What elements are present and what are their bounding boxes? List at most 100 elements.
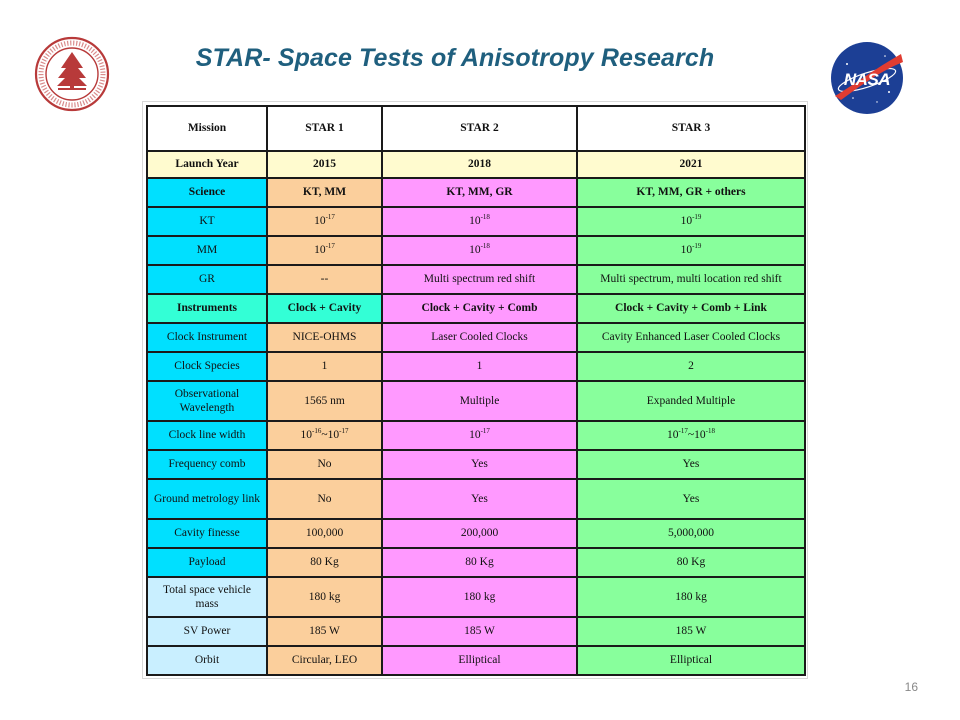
cell-star-3: 10-19 — [576, 206, 806, 237]
row-label: Launch Year — [146, 150, 268, 179]
cell-star-3: 10-19 — [576, 235, 806, 266]
cell-star-3: Elliptical — [576, 645, 806, 676]
table-row-ground-metrology-link: Ground metrology link No Yes Yes — [146, 478, 806, 520]
cell-star-1: 2015 — [266, 150, 383, 179]
row-label: Frequency comb — [146, 449, 268, 480]
cell-star-2: Laser Cooled Clocks — [381, 322, 578, 353]
value-range-exponent: -17 — [339, 427, 349, 436]
nasa-logo-wordmark: NASA — [844, 70, 890, 89]
cell-star-1: Clock + Cavity — [266, 293, 383, 324]
table-row-total-space-vehicle-mass: Total space vehicle mass 180 kg 180 kg 180 … — [146, 576, 806, 618]
value-base: 10 — [314, 215, 326, 228]
table-row-mission: Mission STAR 1 STAR 2 STAR 3 — [146, 105, 806, 152]
value-range-exponent: -18 — [705, 427, 715, 436]
cell-star-2: Multiple — [381, 380, 578, 422]
cell-star-1: 1565 nm — [266, 380, 383, 422]
cell-star-2: 80 Kg — [381, 547, 578, 578]
table-row-sv-power: SV Power 185 W 185 W 185 W — [146, 616, 806, 647]
value-base: 10 — [469, 429, 481, 442]
cell-star-2: 185 W — [381, 616, 578, 647]
value-range-upper: ~10 — [687, 429, 706, 442]
value-exponent: -19 — [692, 213, 702, 222]
row-label: Mission — [146, 105, 268, 152]
cell-star-1: No — [266, 449, 383, 480]
row-label: Clock Instrument — [146, 322, 268, 353]
cell-star-3: 185 W — [576, 616, 806, 647]
table-row-clock-instrument: Clock Instrument NICE-OHMS Laser Cooled Cl… — [146, 322, 806, 353]
cell-star-3: STAR 3 — [576, 105, 806, 152]
row-label: Clock Species — [146, 351, 268, 382]
row-label: Cavity finesse — [146, 518, 268, 549]
table-row-kt: KT 10-17 10-18 10-19 — [146, 206, 806, 237]
row-label: Science — [146, 177, 268, 208]
table-row-clock-species: Clock Species 1 1 2 — [146, 351, 806, 382]
table-row-launch-year: Launch Year 2015 2018 2021 — [146, 150, 806, 179]
cell-star-1: 10-17 — [266, 206, 383, 237]
nasa-logo: NASA — [831, 42, 903, 114]
cell-star-3: Expanded Multiple — [576, 380, 806, 422]
cell-star-3: 2 — [576, 351, 806, 382]
table-row-clock-line-width: Clock line width 10-16~10-17 10-17 10-17~10… — [146, 420, 806, 451]
cell-star-1: NICE-OHMS — [266, 322, 383, 353]
cell-star-3: Yes — [576, 449, 806, 480]
row-label: GR — [146, 264, 268, 295]
cell-star-3: 5,000,000 — [576, 518, 806, 549]
page-number: 16 — [904, 680, 918, 694]
cell-star-1: -- — [266, 264, 383, 295]
value-base: 10 — [300, 429, 313, 442]
cell-star-1: Circular, LEO — [266, 645, 383, 676]
table-row-frequency-comb: Frequency comb No Yes Yes — [146, 449, 806, 480]
value-exponent: -16 — [312, 427, 322, 436]
value-exponent: -17 — [325, 213, 335, 222]
cell-star-3: Multi spectrum, multi location red shift — [576, 264, 806, 295]
stanford-seal-logo — [34, 36, 110, 112]
cell-star-3: Yes — [576, 478, 806, 520]
value-base: 10 — [314, 244, 326, 257]
row-label: Payload — [146, 547, 268, 578]
cell-star-2: 10-18 — [381, 206, 578, 237]
cell-star-2: Elliptical — [381, 645, 578, 676]
table-row-science: Science KT, MM KT, MM, GR KT, MM, GR + othe… — [146, 177, 806, 208]
cell-star-2: 10-17 — [381, 420, 578, 451]
table-row-mm: MM 10-17 10-18 10-19 — [146, 235, 806, 266]
cell-star-3: KT, MM, GR + others — [576, 177, 806, 208]
cell-star-2: KT, MM, GR — [381, 177, 578, 208]
cell-star-2: 180 kg — [381, 576, 578, 618]
cell-star-3: Clock + Cavity + Comb + Link — [576, 293, 806, 324]
value-exponent: -17 — [325, 242, 335, 251]
slide-title: STAR- Space Tests of Anisotropy Research — [195, 44, 715, 72]
cell-star-2: 10-18 — [381, 235, 578, 266]
cell-star-1: 180 kg — [266, 576, 383, 618]
table-row-observational-wavelength: Observational Wavelength 1565 nm Multiple E… — [146, 380, 806, 422]
value-exponent: -17 — [678, 427, 688, 436]
cell-star-1: STAR 1 — [266, 105, 383, 152]
table-row-payload: Payload 80 Kg 80 Kg 80 Kg — [146, 547, 806, 578]
cell-star-2: 1 — [381, 351, 578, 382]
row-label: KT — [146, 206, 268, 237]
row-label: Instruments — [146, 293, 268, 324]
row-label: Total space vehicle mass — [146, 576, 268, 618]
cell-star-3: Cavity Enhanced Laser Cooled Clocks — [576, 322, 806, 353]
value-base: 10 — [667, 429, 679, 442]
value-base: 10 — [680, 215, 693, 228]
value-base: 10 — [469, 244, 481, 257]
mission-comparison-table: Mission STAR 1 STAR 2 STAR 3 Launch Year 2015… — [146, 105, 806, 676]
row-label: MM — [146, 235, 268, 266]
value-exponent: -17 — [480, 427, 490, 436]
value-exponent: -19 — [692, 242, 702, 251]
table-row-orbit: Orbit Circular, LEO Elliptical Elliptical — [146, 645, 806, 676]
cell-star-3: 10-17~10-18 — [576, 420, 806, 451]
cell-star-1: 100,000 — [266, 518, 383, 549]
cell-star-1: 80 Kg — [266, 547, 383, 578]
row-label: Clock line width — [146, 420, 268, 451]
table-row-instruments: Instruments Clock + Cavity Clock + Cavity … — [146, 293, 806, 324]
table-row-gr: GR -- Multi spectrum red shift Multi spectr… — [146, 264, 806, 295]
value-exponent: -18 — [480, 213, 490, 222]
cell-star-1: KT, MM — [266, 177, 383, 208]
cell-star-1: 10-16~10-17 — [266, 420, 383, 451]
value-range-upper: ~10 — [321, 429, 340, 442]
value-base: 10 — [680, 244, 693, 257]
cell-star-2: 200,000 — [381, 518, 578, 549]
cell-star-2: STAR 2 — [381, 105, 578, 152]
cell-star-2: Yes — [381, 478, 578, 520]
